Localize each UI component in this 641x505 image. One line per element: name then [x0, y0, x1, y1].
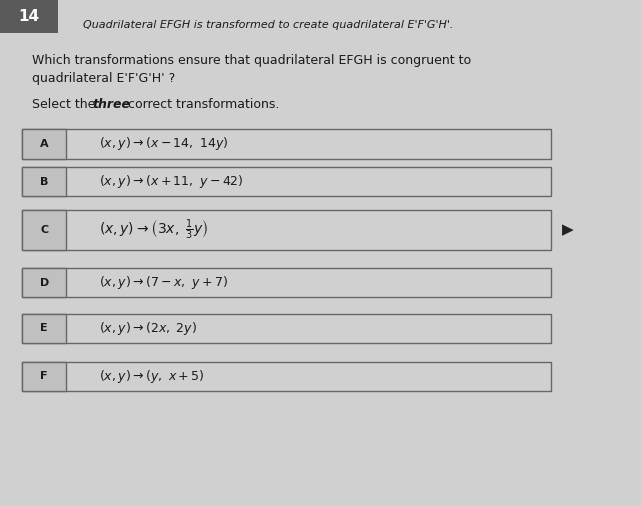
Text: E: E [40, 323, 48, 333]
Text: Quadrilateral EFGH is transformed to create quadrilateral E'F'G'H'.: Quadrilateral EFGH is transformed to cre… [83, 20, 454, 30]
Text: correct transformations.: correct transformations. [124, 98, 279, 111]
Text: D: D [40, 278, 49, 288]
Bar [22, 268, 66, 297]
Text: $(x, y) \rightarrow (y,\ x + 5)$: $(x, y) \rightarrow (y,\ x + 5)$ [99, 368, 205, 385]
Text: F: F [40, 371, 48, 381]
Text: $(x, y) \rightarrow (x + 11,\ y - 42)$: $(x, y) \rightarrow (x + 11,\ y - 42)$ [99, 173, 244, 190]
Text: $(x, y) \rightarrow \left(3x,\ \frac{1}{3}y\right)$: $(x, y) \rightarrow \left(3x,\ \frac{1}{… [99, 218, 209, 242]
Text: Which transformations ensure that quadrilateral EFGH is congruent to: Which transformations ensure that quadri… [32, 54, 471, 67]
Text: B: B [40, 177, 49, 187]
Bar [22, 167, 551, 196]
Bar [22, 129, 66, 159]
Bar [0, 0, 58, 33]
Text: Select the: Select the [32, 98, 99, 111]
Text: quadrilateral E'F'G'H' ?: quadrilateral E'F'G'H' ? [32, 72, 175, 85]
Text: $(x, y) \rightarrow (2x,\ 2y)$: $(x, y) \rightarrow (2x,\ 2y)$ [99, 320, 197, 337]
Bar [22, 314, 551, 343]
Bar [22, 167, 66, 196]
Bar [22, 362, 551, 391]
Text: 14: 14 [19, 9, 39, 24]
Text: $(x, y) \rightarrow (7 - x,\ y + 7)$: $(x, y) \rightarrow (7 - x,\ y + 7)$ [99, 274, 228, 291]
Bar [22, 268, 551, 297]
Bar [22, 362, 66, 391]
Text: three: three [93, 98, 131, 111]
Text: $\blacktriangleright$: $\blacktriangleright$ [559, 222, 576, 238]
Bar [22, 314, 66, 343]
Text: A: A [40, 139, 49, 149]
Bar [22, 129, 551, 159]
Text: $(x, y) \rightarrow (x - 14,\ 14y)$: $(x, y) \rightarrow (x - 14,\ 14y)$ [99, 135, 229, 153]
Bar [22, 210, 66, 250]
Text: C: C [40, 225, 48, 235]
Bar [22, 210, 551, 250]
